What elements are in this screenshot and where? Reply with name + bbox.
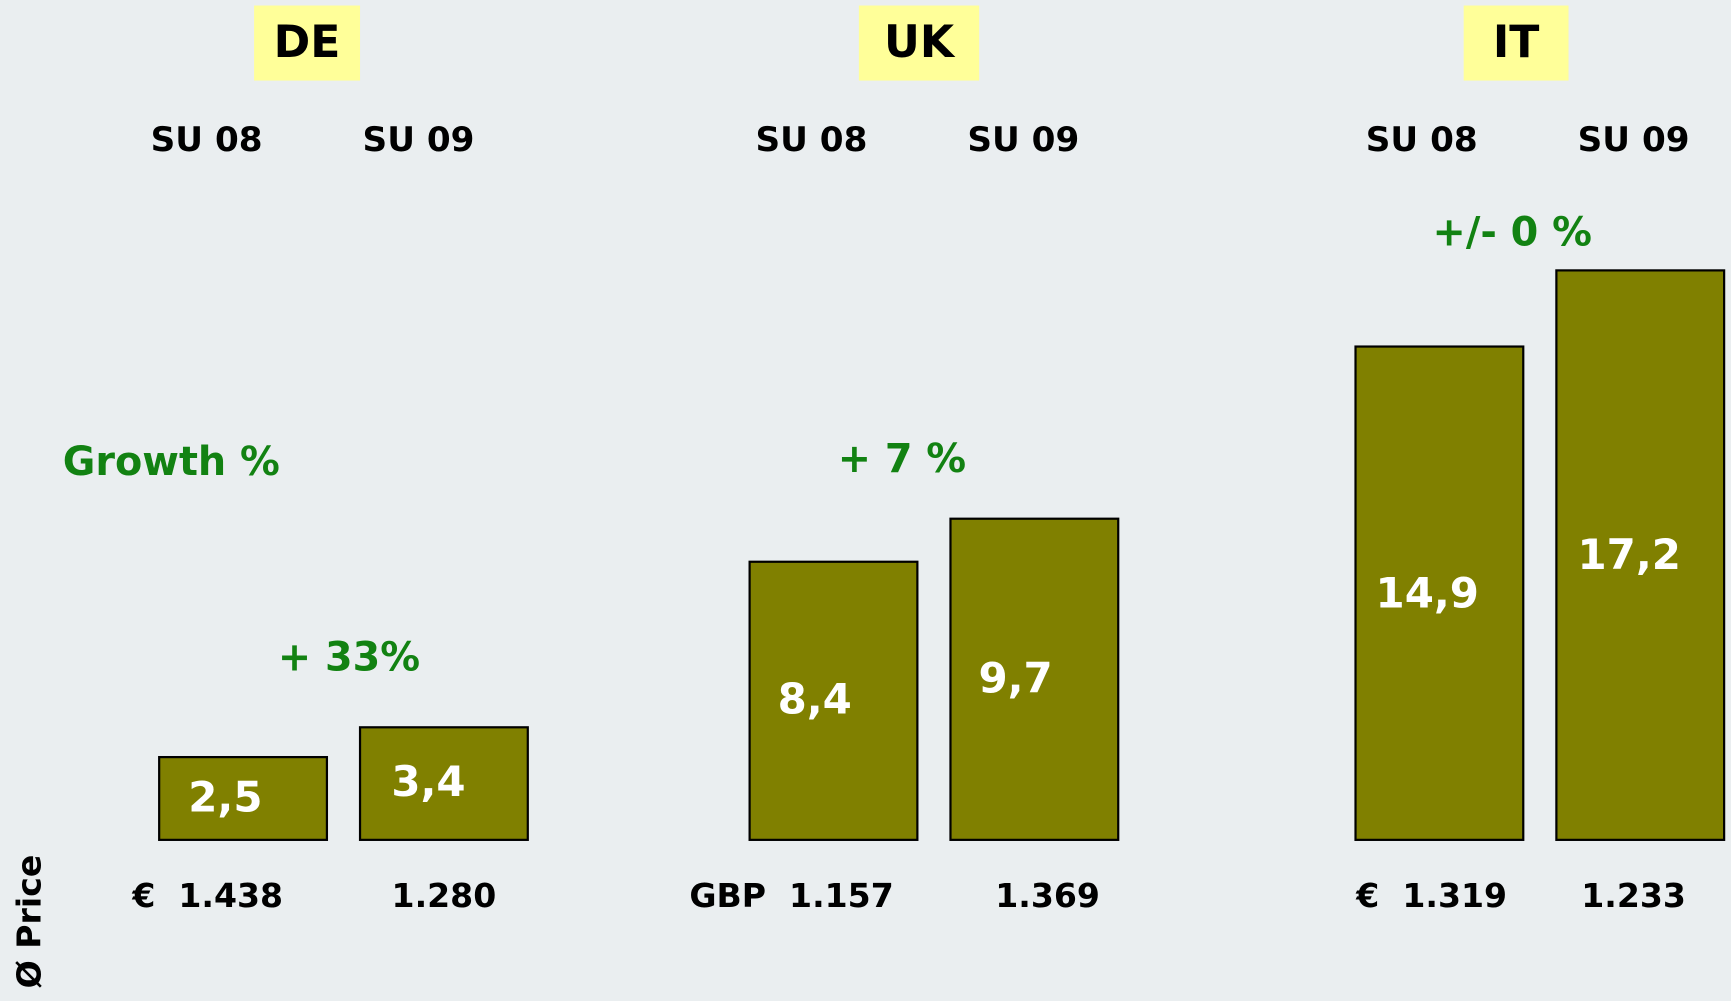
country-label-box (254, 5, 361, 81)
country-label: DE (274, 17, 341, 68)
growth-label: +/- 0 % (1433, 210, 1592, 256)
country-label: UK (884, 17, 956, 68)
value-label: 9,7 (978, 653, 1052, 702)
category-label: SU 09 (967, 120, 1079, 160)
price-label: GBP 1.157 (689, 876, 893, 915)
value-label: 8,4 (778, 674, 852, 723)
bar (748, 560, 919, 841)
category-label: SU 09 (363, 120, 475, 160)
growth-label: + 33% (278, 634, 420, 680)
category-label: SU 08 (151, 120, 263, 160)
price-label: € 1.438 (131, 876, 283, 915)
country-label-box (1463, 5, 1569, 81)
bar (1354, 345, 1525, 841)
category-label: SU 08 (755, 120, 867, 160)
growth-label: + 7 % (838, 436, 966, 482)
growth-annotation: Growth % (63, 439, 280, 485)
value-label: 14,9 (1376, 568, 1479, 617)
category-label: SU 09 (1578, 120, 1690, 160)
value-label: 3,4 (391, 757, 465, 806)
value-label: 17,2 (1577, 530, 1680, 579)
price-label: 1.233 (1581, 876, 1686, 915)
bar (949, 517, 1120, 841)
value-label: 2,5 (188, 773, 262, 822)
bar (358, 726, 529, 841)
country-label-box (858, 5, 980, 81)
price-label: 1.280 (392, 876, 497, 915)
price-label: 1.369 (995, 876, 1100, 915)
bar (158, 755, 329, 841)
price-label: € 1.319 (1355, 876, 1507, 915)
category-label: SU 08 (1366, 120, 1478, 160)
bar (1555, 269, 1726, 841)
country-label: IT (1493, 17, 1540, 68)
y-axis-label: Ø Price (10, 855, 49, 989)
